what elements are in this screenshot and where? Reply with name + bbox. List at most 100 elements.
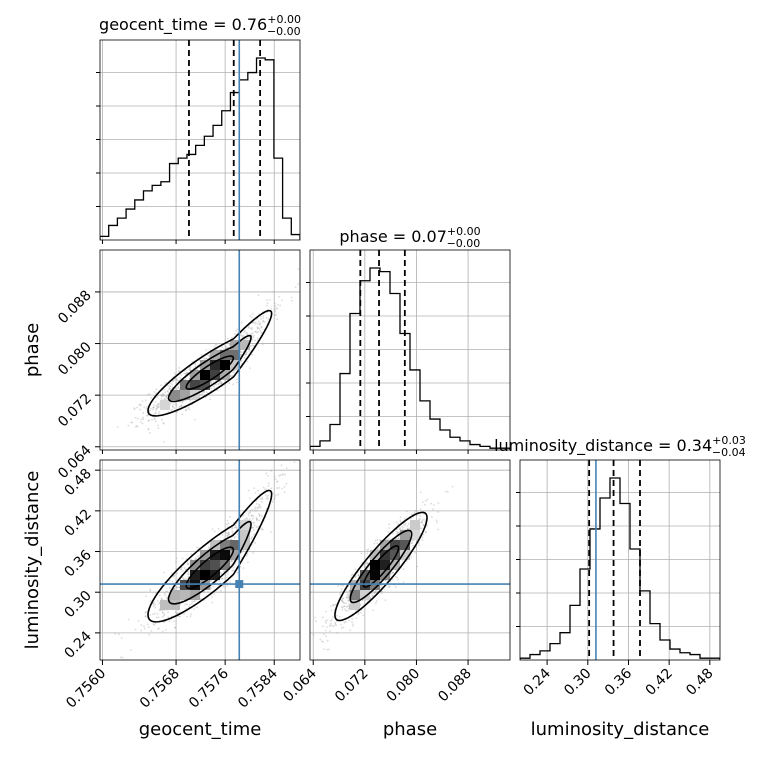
sample-point (161, 393, 164, 396)
sample-point (247, 489, 250, 492)
sample-point (419, 521, 422, 524)
sample-point (347, 593, 350, 596)
density-cell (400, 530, 410, 540)
sample-point (226, 534, 229, 537)
sample-point (420, 491, 422, 494)
sample-point (329, 624, 332, 627)
sample-point (326, 648, 328, 651)
sample-point (154, 411, 157, 414)
sample-point (395, 537, 398, 540)
sample-point (213, 530, 216, 533)
sample-point (402, 581, 405, 584)
sample-point (224, 577, 226, 580)
histogram-luminosity_distance (520, 477, 720, 660)
sample-point (193, 608, 195, 611)
sample-point (322, 648, 325, 651)
sample-point (329, 622, 332, 625)
sample-point (158, 627, 160, 630)
sample-point (225, 523, 228, 526)
contour-level-2 (185, 355, 235, 390)
sample-point (446, 490, 449, 493)
sample-point (180, 568, 182, 571)
x-tick-label-luminosity_distance: 0.42 (643, 666, 676, 699)
sample-point (255, 519, 258, 521)
sample-point (401, 559, 404, 562)
sample-point (325, 621, 328, 624)
sample-point (236, 571, 239, 574)
sample-point (253, 334, 255, 337)
sample-point (168, 620, 171, 622)
sample-point (134, 417, 137, 419)
sample-point (340, 590, 343, 593)
sample-point (326, 639, 329, 642)
sample-point (262, 486, 265, 489)
sample-point (254, 322, 257, 325)
sample-point (259, 506, 262, 509)
sample-point (366, 552, 369, 555)
sample-point (258, 503, 261, 506)
density-cell (370, 550, 380, 560)
sample-point (215, 343, 218, 346)
sample-point (364, 562, 367, 565)
sample-point (186, 408, 189, 410)
sample-point (175, 561, 177, 563)
sample-point (173, 407, 175, 410)
sample-point (419, 517, 422, 520)
sample-point (365, 561, 368, 564)
sample-point (244, 517, 247, 520)
sample-point (153, 623, 156, 626)
sample-point (256, 331, 259, 334)
sample-point (270, 487, 273, 490)
sample-point (265, 497, 268, 500)
sample-point (251, 508, 254, 511)
sample-point (422, 524, 425, 527)
sample-point (168, 579, 171, 582)
sample-point (145, 610, 147, 613)
sample-point (277, 493, 280, 496)
sample-point (226, 576, 228, 579)
sample-point (151, 418, 153, 421)
density-cell (170, 590, 180, 600)
sample-point (251, 517, 254, 520)
sample-point (142, 625, 145, 628)
sample-point (168, 387, 171, 390)
sample-point (157, 627, 160, 630)
density-cell (220, 350, 230, 360)
sample-point (294, 286, 297, 289)
sample-point (186, 615, 188, 618)
sample-point (260, 326, 263, 328)
sample-point (114, 632, 117, 635)
sample-point (348, 590, 351, 593)
sample-point (408, 527, 410, 530)
sample-point (394, 575, 397, 578)
sample-point (227, 571, 229, 573)
sample-point (167, 616, 170, 619)
sample-point (373, 592, 376, 594)
sample-point (351, 573, 354, 576)
density-cell (210, 570, 220, 580)
sample-point (365, 562, 368, 565)
sample-point (224, 379, 227, 382)
sample-point (258, 322, 261, 324)
sample-point (385, 579, 388, 582)
sample-point (220, 382, 223, 385)
sample-point (278, 295, 280, 298)
sample-point (256, 337, 259, 340)
sample-point (352, 623, 355, 626)
sample-point (218, 381, 221, 384)
density-cell (220, 360, 230, 370)
sample-point (421, 536, 424, 539)
sample-point (330, 620, 332, 622)
sample-point (255, 516, 258, 519)
sample-point (173, 588, 176, 590)
sample-point (213, 345, 216, 348)
sample-point (411, 541, 414, 544)
sample-point (421, 501, 424, 504)
sample-point (255, 500, 258, 503)
y-tick-label-luminosity_distance: 0.30 (61, 588, 94, 621)
sample-point (194, 363, 197, 366)
sample-point (330, 618, 333, 621)
sample-point (147, 428, 150, 431)
sample-point (321, 625, 324, 628)
sample-point (147, 626, 150, 629)
